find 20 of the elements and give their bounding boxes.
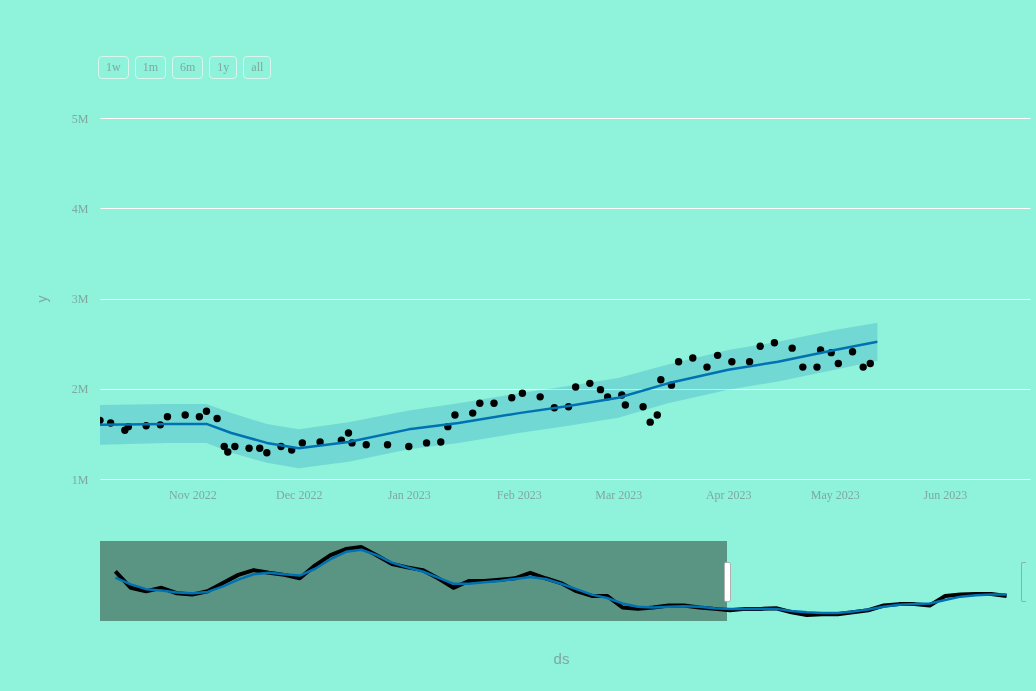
x-tick-label: May 2023 xyxy=(810,487,860,502)
range-button: all xyxy=(243,56,272,79)
x-tick-label: Apr 2023 xyxy=(705,487,752,502)
x-tick-label: Dec 2022 xyxy=(276,487,323,502)
x-tick-label: Jan 2023 xyxy=(387,487,431,502)
y-tick-label: 5M xyxy=(71,111,89,126)
y-axis-title: y xyxy=(33,295,50,303)
x-tick-label: Jun 2023 xyxy=(923,487,968,502)
y-tick-label: 1M xyxy=(71,472,89,487)
x-tick-label: Nov 2022 xyxy=(168,487,217,502)
x-tick-label: Mar 2023 xyxy=(595,487,643,502)
range-button: 6m xyxy=(172,56,204,79)
y-tick-label: 4M xyxy=(71,201,89,216)
range-button: 1w xyxy=(98,56,129,79)
range-button: 1y xyxy=(209,56,238,79)
y-tick-label: 2M xyxy=(71,382,89,397)
y-tick-label: 3M xyxy=(71,292,89,306)
x-tick-label: Feb 2023 xyxy=(496,487,542,502)
range-button: 1m xyxy=(134,56,166,79)
x-axis-title: ds xyxy=(553,649,570,667)
